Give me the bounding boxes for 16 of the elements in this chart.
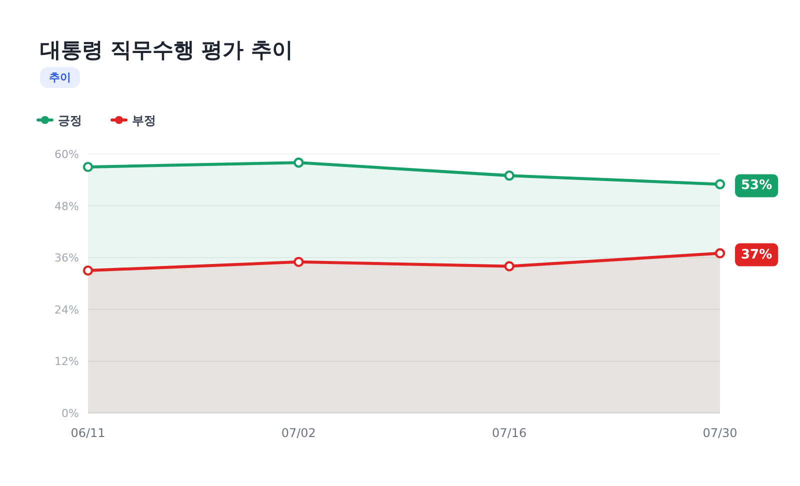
y-tick-label: 12% — [54, 355, 79, 368]
chart-subtitle: 추이 — [49, 71, 71, 84]
y-tick-label: 60% — [54, 148, 79, 161]
data-label: 53% — [741, 178, 772, 194]
data-label: 37% — [741, 247, 772, 262]
x-tick-label: 07/16 — [492, 426, 527, 440]
legend-label: 긍정 — [58, 114, 82, 128]
y-tick-label: 48% — [54, 200, 79, 213]
y-tick-label: 24% — [54, 303, 79, 316]
legend-label: 부정 — [132, 114, 156, 128]
chart-title: 대통령 직무수행 평가 추이 — [40, 38, 293, 62]
x-tick-label: 06/11 — [70, 426, 106, 440]
x-tick-label: 07/30 — [702, 426, 738, 440]
y-tick-label: 36% — [54, 252, 79, 265]
x-tick-label: 07/02 — [281, 426, 316, 440]
y-tick-label: 0% — [62, 407, 79, 420]
